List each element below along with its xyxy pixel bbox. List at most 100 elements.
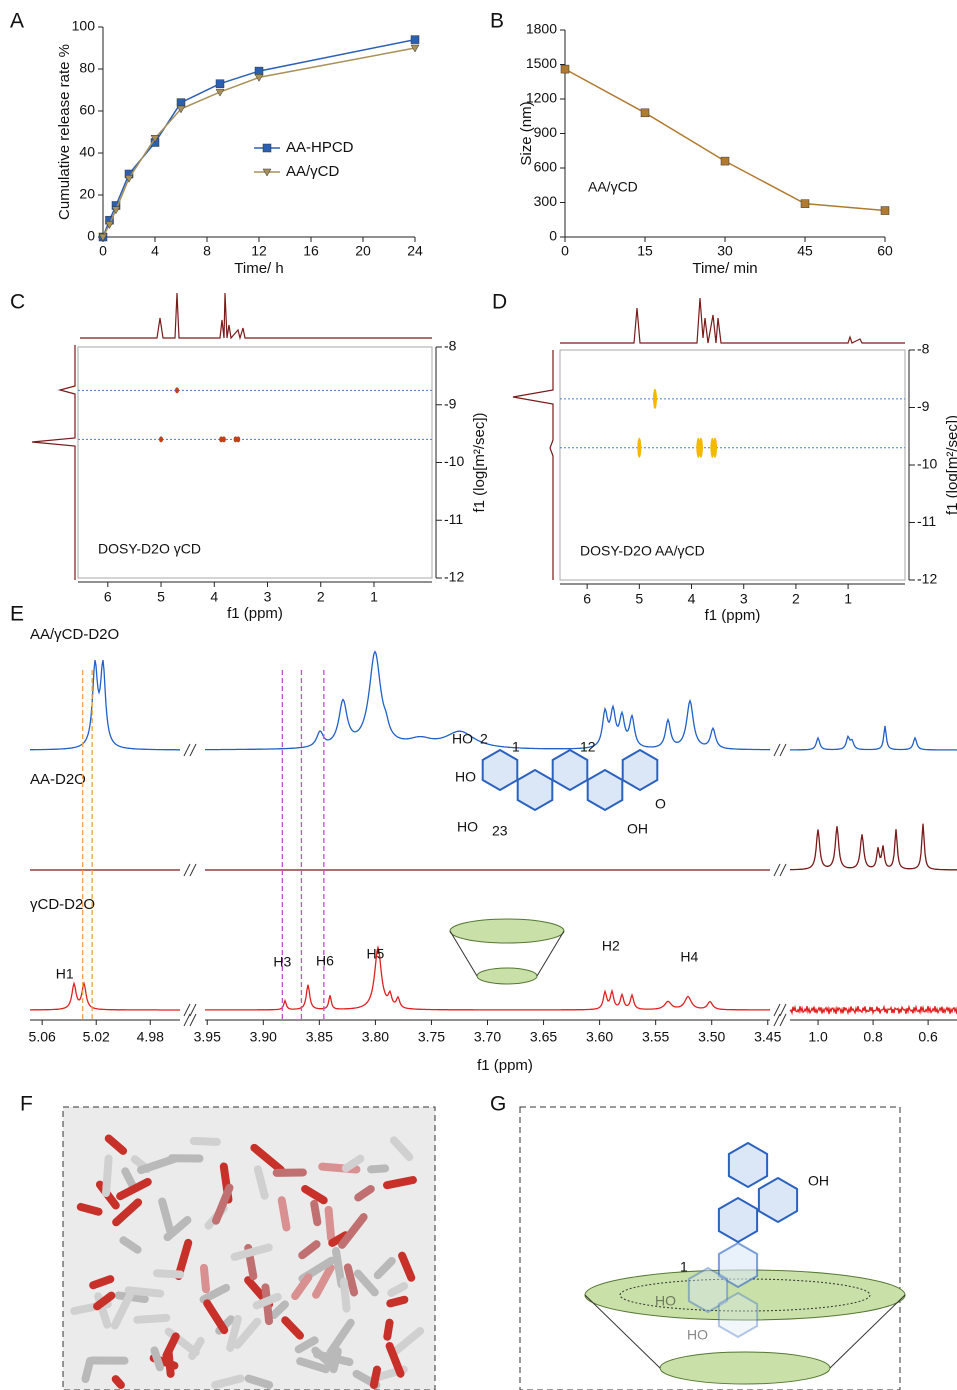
x-axis-label: f1 (ppm) <box>705 607 761 624</box>
x-tick-label: 60 <box>877 243 893 259</box>
spot <box>637 437 642 458</box>
molecule-bond <box>163 1216 192 1242</box>
structure-label: 2 <box>480 731 488 747</box>
x-tick-label: 8 <box>203 243 211 259</box>
ring <box>757 1176 799 1224</box>
x-tick-label: 4 <box>151 243 159 259</box>
molecule-bond <box>133 1313 171 1324</box>
molecule-bond <box>233 1317 262 1349</box>
data-point <box>176 98 186 107</box>
molecule-bond <box>119 1236 142 1254</box>
spot <box>713 437 718 458</box>
x-tick-label: 12 <box>251 243 267 259</box>
molecule-bond <box>291 1273 313 1301</box>
molecule-bond <box>244 1374 274 1389</box>
axis-break <box>773 863 781 877</box>
data-point <box>124 174 134 183</box>
y-tick-label: 20 <box>79 186 95 202</box>
molecule-bond <box>354 1184 375 1202</box>
spectrum <box>790 725 957 751</box>
x-tick-label: 3.50 <box>698 1029 725 1045</box>
y-tick-label: 300 <box>534 193 558 209</box>
molecule-bond <box>212 1183 234 1225</box>
data-point <box>560 64 570 74</box>
structure-label: 1 <box>512 739 520 755</box>
projection-spectrum <box>560 297 905 344</box>
molecule-bond <box>137 1154 179 1175</box>
molecule-bond <box>373 1256 396 1280</box>
spectrum <box>30 659 180 751</box>
molecule-bond <box>326 1318 355 1357</box>
y-tick-label: 0 <box>549 228 557 244</box>
molecule-bond <box>199 1283 231 1304</box>
molecule-bond <box>102 1154 113 1198</box>
panel-label: D <box>492 291 507 314</box>
y-tick-label: -12 <box>444 569 464 585</box>
ring <box>481 748 519 792</box>
molecule-bond <box>331 1246 346 1289</box>
molecule-bond <box>296 1357 330 1374</box>
molecule-bond <box>104 1134 128 1155</box>
spectrum <box>30 981 180 1011</box>
y-tick-label: 1800 <box>526 21 557 37</box>
y-tick-label: -9 <box>917 398 930 414</box>
y-tick-label: -10 <box>444 453 464 469</box>
structure-label: HO <box>655 1293 676 1309</box>
data-point <box>720 156 730 166</box>
ring <box>717 1291 759 1339</box>
x-tick-label: 20 <box>355 243 371 259</box>
structure-label: 23 <box>492 823 508 839</box>
structure-label: HO <box>452 731 473 747</box>
ring <box>586 768 624 812</box>
cone-bottom <box>476 967 538 985</box>
molecule-bond <box>390 1327 425 1357</box>
molecule-bond <box>294 1336 319 1354</box>
molecule-bond <box>189 1136 221 1146</box>
panel-label: C <box>10 291 25 314</box>
data-point <box>880 206 890 215</box>
molecule-bond <box>252 1292 282 1310</box>
molecule-bond <box>89 1275 115 1290</box>
axis-break <box>183 1003 191 1017</box>
legend-label: AA/γCD <box>286 163 340 180</box>
x-tick-label: 6 <box>104 589 112 605</box>
spot <box>236 436 241 443</box>
peak-label: H3 <box>273 954 291 970</box>
molecule-bond <box>324 1205 336 1243</box>
panel-label: F <box>20 1093 33 1116</box>
molecule-bond <box>150 1346 164 1372</box>
molecule-bond <box>269 1300 289 1320</box>
axis-break <box>779 863 787 877</box>
y-axis-label: Size (nm) <box>518 101 535 165</box>
panel-label: E <box>10 603 24 626</box>
molecule-bond <box>385 1341 405 1378</box>
structure-label: HO <box>687 1327 708 1343</box>
axis-break <box>773 743 781 757</box>
y-tick-label: 900 <box>534 124 558 140</box>
cone-top-inner <box>619 1278 871 1312</box>
molecule-bond <box>339 1277 351 1313</box>
x-tick-label: 4 <box>688 591 696 607</box>
axis-break <box>183 863 191 877</box>
y-tick-label: -10 <box>917 456 937 472</box>
ring <box>687 1266 729 1314</box>
molecule-bond <box>112 1198 143 1227</box>
y-tick-label: 100 <box>72 18 96 34</box>
ring <box>516 768 554 812</box>
data-point <box>410 44 420 53</box>
y-tick-label: -12 <box>917 571 937 587</box>
cone-side <box>584 1294 661 1369</box>
molecule-bond <box>250 1143 285 1174</box>
x-tick-label: 3.45 <box>754 1029 781 1045</box>
x-tick-label: 3 <box>264 589 272 605</box>
x-tick-label: 2 <box>792 591 800 607</box>
axis-break <box>779 1003 787 1017</box>
molecule-bond <box>312 1263 335 1299</box>
legend-label: AA-HPCD <box>286 139 354 156</box>
x-tick-label: 5 <box>635 591 643 607</box>
x-tick-label: 30 <box>717 243 733 259</box>
y-tick-label: 1200 <box>526 90 557 106</box>
molecule-bond <box>253 1165 269 1200</box>
y-axis-label: f1 (log[m²/sec]) <box>944 415 957 515</box>
molecule-bond <box>93 1291 116 1311</box>
